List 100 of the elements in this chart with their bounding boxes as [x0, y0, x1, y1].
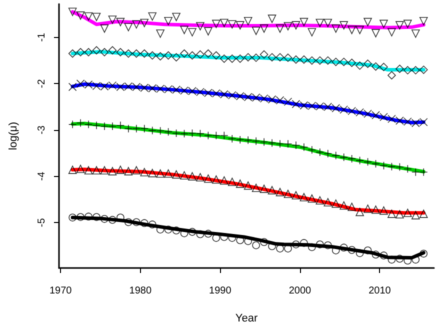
- point: [419, 210, 428, 218]
- point: [348, 154, 356, 163]
- point: [172, 170, 180, 179]
- point: [148, 126, 156, 135]
- point: [108, 167, 117, 176]
- point: [164, 128, 172, 136]
- y-tick-label: -4: [36, 171, 48, 181]
- point: [332, 24, 340, 33]
- point: [276, 244, 284, 252]
- point: [132, 166, 141, 174]
- point: [236, 21, 244, 30]
- point: [380, 20, 388, 28]
- y-tick-label: -5: [36, 218, 48, 228]
- point: [300, 55, 308, 64]
- point: [220, 131, 228, 140]
- point: [332, 199, 340, 208]
- point: [140, 219, 148, 227]
- point: [204, 131, 212, 140]
- point: [244, 16, 252, 26]
- point: [260, 238, 268, 246]
- point: [388, 71, 396, 80]
- point: [404, 20, 412, 28]
- point: [324, 56, 332, 65]
- point: [372, 250, 380, 258]
- point: [172, 226, 180, 234]
- x-tick-label: 2010: [368, 286, 392, 296]
- point: [196, 130, 204, 138]
- point: [188, 51, 196, 60]
- point: [252, 241, 260, 250]
- point: [220, 233, 228, 241]
- point: [124, 167, 133, 176]
- point: [260, 184, 268, 193]
- point: [348, 246, 356, 254]
- point: [196, 230, 204, 238]
- point: [372, 160, 380, 168]
- point: [116, 166, 125, 174]
- point: [196, 50, 204, 59]
- point: [140, 18, 149, 28]
- point: [412, 211, 420, 220]
- point: [268, 186, 276, 194]
- point: [396, 254, 404, 263]
- point: [356, 61, 364, 70]
- point: [419, 66, 428, 74]
- point: [76, 11, 85, 20]
- point: [404, 66, 412, 74]
- point: [92, 46, 101, 54]
- point: [244, 136, 252, 144]
- point: [116, 18, 125, 26]
- point: [340, 153, 348, 162]
- point: [300, 192, 308, 202]
- point: [404, 164, 412, 174]
- point: [228, 54, 236, 63]
- x-tick-label: 1990: [209, 286, 232, 296]
- point: [348, 58, 356, 67]
- point: [164, 226, 172, 234]
- y-tick-label: -2: [36, 78, 48, 88]
- point: [396, 21, 404, 30]
- point: [380, 206, 388, 215]
- y-tick-label: -1: [36, 32, 48, 42]
- point: [100, 48, 109, 56]
- x-tick-label: 1970: [49, 286, 72, 296]
- point: [396, 210, 404, 218]
- point: [212, 51, 220, 60]
- point: [92, 12, 101, 22]
- point: [284, 190, 292, 198]
- point: [268, 53, 276, 62]
- point: [244, 181, 252, 190]
- point: [316, 240, 324, 248]
- point: [292, 240, 300, 248]
- point: [292, 21, 300, 30]
- point: [204, 230, 212, 238]
- point: [340, 58, 348, 66]
- point: [180, 130, 188, 138]
- point: [372, 205, 380, 214]
- point: [420, 250, 428, 258]
- point: [388, 210, 396, 218]
- point: [68, 214, 76, 222]
- point: [188, 28, 196, 36]
- point: [108, 46, 117, 54]
- point: [372, 29, 380, 38]
- point: [196, 173, 204, 182]
- point: [84, 48, 93, 56]
- point: [364, 204, 372, 213]
- point: [188, 172, 196, 180]
- point: [204, 49, 212, 58]
- point: [324, 241, 332, 250]
- point: [316, 196, 324, 205]
- point: [68, 8, 77, 16]
- point: [364, 60, 372, 68]
- point: [108, 216, 116, 224]
- point: [140, 49, 149, 58]
- point: [340, 21, 348, 30]
- y-axis-title: log(μ): [8, 122, 20, 150]
- point: [180, 171, 188, 180]
- point: [324, 198, 332, 206]
- point: [148, 12, 156, 21]
- y-tick-label: -3: [36, 125, 48, 134]
- point: [396, 162, 404, 172]
- point: [316, 18, 324, 28]
- point: [276, 188, 284, 196]
